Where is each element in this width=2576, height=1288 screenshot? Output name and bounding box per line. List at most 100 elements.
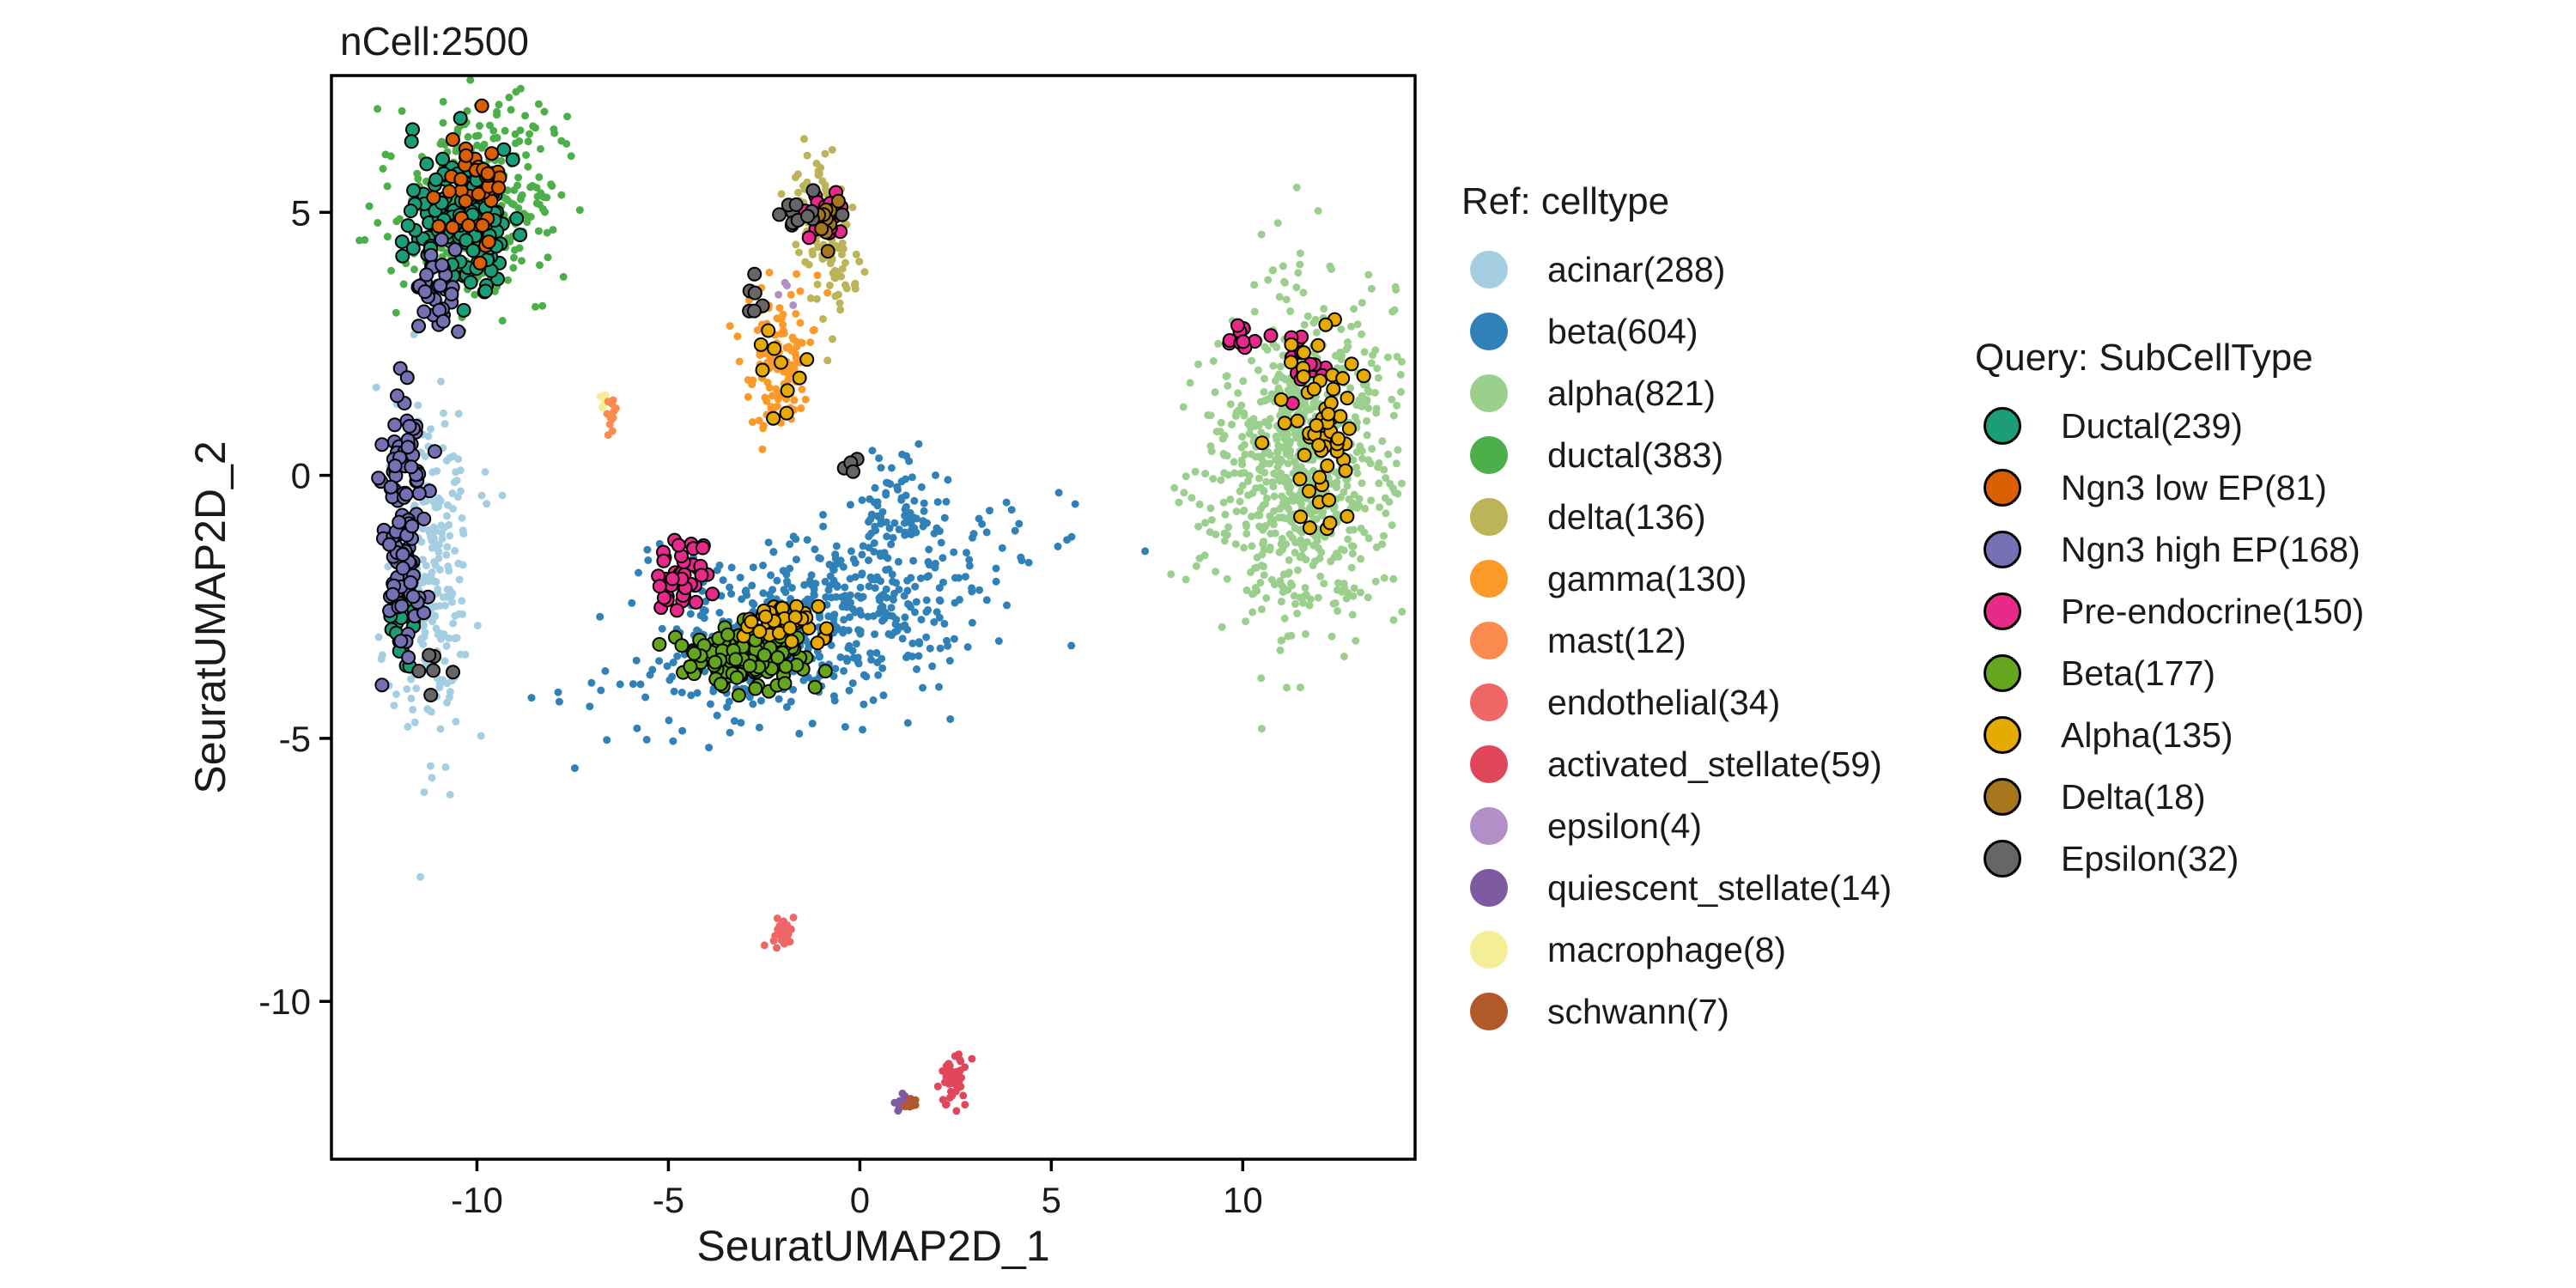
ref-point bbox=[726, 583, 734, 592]
ref-point bbox=[841, 723, 849, 731]
ref-point bbox=[1269, 483, 1278, 491]
ref-point bbox=[1269, 266, 1278, 275]
ref-point bbox=[781, 588, 790, 597]
query-point bbox=[835, 207, 850, 222]
ref-point bbox=[905, 1095, 914, 1103]
ref-point bbox=[1214, 339, 1223, 348]
ref-point bbox=[1238, 433, 1247, 441]
ref-point bbox=[1211, 388, 1219, 397]
ref-point bbox=[1279, 545, 1287, 554]
ref-point bbox=[865, 582, 873, 591]
query-point bbox=[428, 172, 444, 187]
query-point bbox=[484, 146, 500, 161]
ref-point bbox=[1291, 457, 1299, 465]
query-point bbox=[480, 166, 495, 181]
ref-point bbox=[516, 84, 525, 93]
ref-legend-swatch bbox=[1470, 622, 1508, 659]
query-point bbox=[423, 247, 439, 263]
query-point bbox=[1311, 438, 1327, 453]
ref-point bbox=[442, 641, 451, 650]
ref-point bbox=[834, 290, 842, 299]
ref-point bbox=[1204, 411, 1212, 419]
ref-point bbox=[629, 680, 637, 689]
ref-point bbox=[1327, 632, 1336, 641]
ref-point bbox=[1378, 437, 1387, 446]
ref-point bbox=[1179, 403, 1188, 411]
ref-point bbox=[786, 540, 794, 549]
ref-point bbox=[932, 471, 939, 479]
query-legend-item: Ductal(239) bbox=[1975, 395, 2364, 457]
ref-point bbox=[1251, 564, 1259, 573]
ref-point bbox=[1267, 530, 1275, 538]
ref-point bbox=[412, 684, 421, 693]
ref-point bbox=[458, 597, 466, 605]
ref-point bbox=[532, 302, 539, 311]
ref-point bbox=[1206, 442, 1215, 450]
query-point bbox=[761, 323, 776, 338]
ref-point bbox=[1220, 529, 1229, 538]
ref-point bbox=[398, 106, 406, 115]
ref-point bbox=[438, 534, 447, 543]
ref-point bbox=[429, 536, 438, 544]
ref-point bbox=[756, 696, 765, 705]
ref-point bbox=[793, 270, 801, 278]
ref-point bbox=[758, 445, 767, 453]
ref-point bbox=[789, 532, 798, 541]
ref-point bbox=[935, 683, 943, 691]
ref-point bbox=[504, 276, 512, 284]
ref-point bbox=[383, 233, 392, 241]
ref-point bbox=[917, 483, 926, 491]
chart-title: nCell:2500 bbox=[340, 19, 529, 64]
query-legend-label: Alpha(135) bbox=[2061, 714, 2233, 755]
ref-point bbox=[1249, 608, 1257, 617]
query-point bbox=[405, 122, 420, 137]
query-point bbox=[395, 561, 410, 576]
ref-legend-label: alpha(821) bbox=[1547, 373, 1716, 413]
query-point bbox=[1333, 409, 1348, 424]
ref-point bbox=[775, 695, 783, 703]
ref-point bbox=[957, 1082, 965, 1091]
ref-point bbox=[1303, 538, 1311, 546]
ref-point bbox=[1170, 483, 1179, 492]
ref-point bbox=[859, 726, 866, 734]
ref-point bbox=[670, 687, 678, 696]
ref-point bbox=[538, 301, 547, 310]
ref-point bbox=[848, 679, 857, 688]
ref-point bbox=[1257, 674, 1266, 683]
ref-point bbox=[788, 333, 797, 342]
ref-point bbox=[965, 556, 974, 564]
ref-point bbox=[1380, 574, 1388, 582]
ref-point bbox=[1223, 372, 1231, 380]
ref-point bbox=[887, 631, 896, 640]
ref-point bbox=[1340, 580, 1348, 588]
ref-point bbox=[378, 651, 386, 659]
ref-point bbox=[379, 165, 387, 173]
ref-point bbox=[829, 566, 838, 574]
query-point bbox=[419, 267, 434, 283]
ref-point bbox=[900, 1102, 908, 1110]
ref-legend-label: schwann(7) bbox=[1547, 991, 1729, 1031]
ref-point bbox=[890, 589, 898, 598]
query-point bbox=[1293, 509, 1309, 525]
ref-point bbox=[1188, 494, 1196, 502]
query-point bbox=[403, 575, 418, 590]
ref-point bbox=[1217, 476, 1225, 484]
y-axis: 5 0 -5 -10 bbox=[258, 192, 331, 1022]
ref-point bbox=[1243, 477, 1252, 485]
ref-point bbox=[493, 133, 501, 142]
ref-point bbox=[423, 705, 432, 714]
query-point bbox=[811, 598, 826, 614]
ref-legend-item: gamma(130) bbox=[1461, 548, 1892, 610]
ref-point bbox=[760, 941, 769, 950]
ref-point bbox=[1250, 281, 1259, 289]
ref-point bbox=[604, 431, 612, 440]
ref-point bbox=[944, 1070, 952, 1078]
ref-point bbox=[1334, 607, 1342, 615]
ref-point bbox=[821, 181, 829, 190]
query-point bbox=[387, 417, 403, 433]
query-point bbox=[820, 244, 835, 259]
ref-point bbox=[1394, 489, 1402, 498]
query-point bbox=[1356, 368, 1371, 384]
query-point bbox=[395, 547, 410, 562]
ref-point bbox=[677, 689, 686, 696]
